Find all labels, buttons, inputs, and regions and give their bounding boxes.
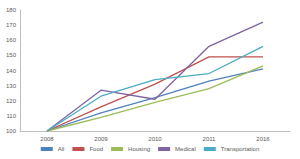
svg-text:Medical: Medical [175,146,196,152]
svg-text:150: 150 [6,52,17,58]
svg-text:100: 100 [6,128,17,134]
svg-text:Transportation: Transportation [221,146,259,152]
svg-text:120: 120 [6,98,17,104]
svg-text:110: 110 [6,113,16,119]
svg-text:2008: 2008 [40,136,54,142]
svg-text:Food: Food [89,146,103,152]
svg-text:2011: 2011 [203,136,217,142]
svg-text:160: 160 [6,37,17,43]
svg-text:170: 170 [6,22,17,28]
svg-text:2009: 2009 [94,136,108,142]
svg-text:2010: 2010 [148,136,162,142]
svg-text:180: 180 [6,7,17,13]
svg-text:Housing: Housing [128,146,150,152]
svg-text:130: 130 [6,83,17,89]
svg-text:All: All [58,146,65,152]
svg-text:140: 140 [6,68,17,74]
svg-text:2016: 2016 [256,136,270,142]
